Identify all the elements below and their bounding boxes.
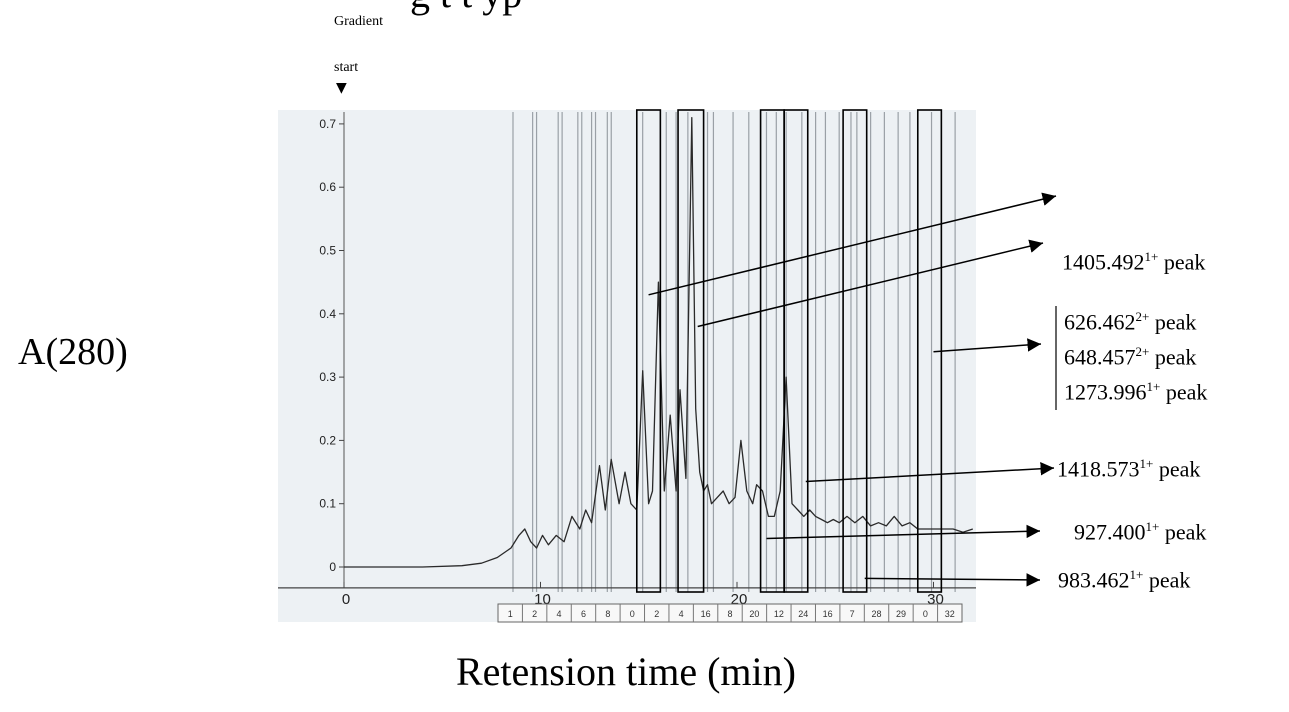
peak-charge: 1+ bbox=[1145, 519, 1160, 534]
peak-label: 983.4621+ peak bbox=[1058, 568, 1190, 591]
fraction-number: 29 bbox=[896, 609, 906, 619]
fraction-number: 24 bbox=[798, 609, 808, 619]
peak-arrow bbox=[805, 461, 1055, 483]
y-tick-label: 0.1 bbox=[319, 497, 336, 511]
peak-charge: 1+ bbox=[1139, 456, 1154, 471]
fraction-number: 0 bbox=[923, 609, 928, 619]
gradient-label-line2: start bbox=[334, 60, 359, 75]
fraction-ruler bbox=[497, 603, 963, 623]
y-tick-label: 0 bbox=[329, 560, 336, 574]
peak-mz-value: 648.457 bbox=[1064, 344, 1136, 370]
x-axis-label: Retension time (min) bbox=[456, 649, 796, 694]
peak-arrow bbox=[766, 524, 1041, 540]
peak-label: 927.4001+ peak bbox=[1074, 520, 1206, 543]
peak-mz-value: 983.462 bbox=[1058, 567, 1130, 593]
fraction-number: 20 bbox=[749, 609, 759, 619]
peak-label: 648.4572+ peak bbox=[1064, 345, 1196, 368]
peak-mz-value: 1405.492 bbox=[1062, 249, 1145, 275]
peak-label: 1418.5731+ peak bbox=[1057, 457, 1200, 480]
fraction-number: 12 bbox=[774, 609, 784, 619]
fraction-number: 2 bbox=[654, 609, 659, 619]
fraction-number: 8 bbox=[727, 609, 732, 619]
peak-suffix: peak bbox=[1158, 249, 1206, 275]
peak-arrow bbox=[697, 239, 1044, 328]
peak-arrow bbox=[864, 573, 1041, 587]
fraction-number: 6 bbox=[581, 609, 586, 619]
peak-label: 1405.4921+ peak bbox=[1062, 250, 1205, 273]
gradient-label-line1: Gradient bbox=[334, 14, 383, 29]
fraction-number: 0 bbox=[630, 609, 635, 619]
fraction-number: 28 bbox=[872, 609, 882, 619]
peak-mz-value: 927.400 bbox=[1074, 519, 1146, 545]
fraction-number: 4 bbox=[557, 609, 562, 619]
fraction-number: 16 bbox=[701, 609, 711, 619]
y-tick-label: 0.5 bbox=[319, 244, 336, 258]
y-tick-label: 0.7 bbox=[319, 117, 336, 131]
peak-charge: 1+ bbox=[1129, 567, 1144, 582]
peak-charge: 2+ bbox=[1135, 344, 1150, 359]
fraction-number: 32 bbox=[945, 609, 955, 619]
peak-charge: 1+ bbox=[1144, 249, 1159, 264]
peak-arrow bbox=[933, 338, 1042, 353]
peak-suffix: peak bbox=[1160, 379, 1208, 405]
fraction-box bbox=[842, 109, 868, 593]
x-tick-label: 0 bbox=[342, 591, 350, 608]
peak-suffix: peak bbox=[1153, 456, 1201, 482]
peak-charge: 1+ bbox=[1146, 379, 1161, 394]
peak-label: 1273.9961+ peak bbox=[1064, 380, 1207, 403]
y-tick-label: 0.4 bbox=[319, 307, 336, 321]
peak-charge: 2+ bbox=[1135, 309, 1150, 324]
peak-suffix: peak bbox=[1149, 344, 1197, 370]
fraction-box bbox=[783, 109, 809, 593]
fraction-box bbox=[635, 109, 662, 593]
peak-suffix: peak bbox=[1159, 519, 1207, 545]
peak-arrow bbox=[648, 192, 1057, 296]
peak-mz-value: 1273.996 bbox=[1064, 379, 1147, 405]
y-axis-label: A(280) bbox=[18, 331, 128, 373]
peak-suffix: peak bbox=[1149, 309, 1197, 335]
y-tick-label: 0.2 bbox=[319, 433, 336, 447]
y-tick-label: 0.3 bbox=[319, 370, 336, 384]
truncated-title: g t t yp bbox=[410, 0, 522, 17]
peak-suffix: peak bbox=[1143, 567, 1191, 593]
peak-label: 626.4622+ peak bbox=[1064, 310, 1196, 333]
peak-mz-value: 1418.573 bbox=[1057, 456, 1140, 482]
fraction-number: 8 bbox=[605, 609, 610, 619]
y-tick-label: 0.6 bbox=[319, 180, 336, 194]
gradient-start-marker: ▼ bbox=[336, 80, 347, 96]
fraction-number: 2 bbox=[532, 609, 537, 619]
fraction-number: 4 bbox=[679, 609, 684, 619]
chromatogram-trace bbox=[344, 116, 974, 568]
fraction-number: 7 bbox=[850, 609, 855, 619]
plot-background bbox=[278, 110, 976, 622]
fraction-number: 16 bbox=[823, 609, 833, 619]
fraction-number: 1 bbox=[508, 609, 513, 619]
fraction-box bbox=[677, 109, 705, 593]
peak-mz-value: 626.462 bbox=[1064, 309, 1136, 335]
